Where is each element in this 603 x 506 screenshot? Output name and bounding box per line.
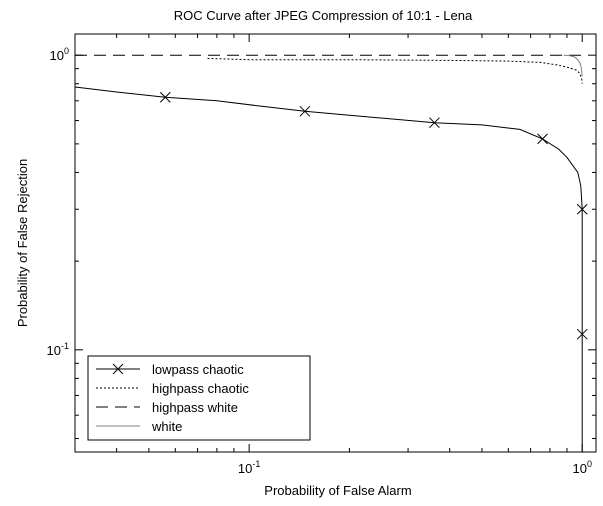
y-tick-label: 10-1 <box>47 341 69 358</box>
legend-entry-label: white <box>151 419 182 434</box>
legend-entry-label: lowpass chaotic <box>152 362 244 377</box>
data-point-marker <box>429 117 440 129</box>
series-layer <box>74 54 588 452</box>
data-point-marker <box>576 328 588 340</box>
y-axis-label: Probability of False Rejection <box>15 159 30 327</box>
data-point-marker <box>159 91 171 103</box>
data-point-marker <box>299 105 311 117</box>
legend-entry-label: highpass white <box>152 400 238 415</box>
data-point-marker <box>576 203 588 215</box>
x-tick-label: 100 <box>572 459 591 476</box>
y-tick-label: 100 <box>50 46 69 63</box>
series-line-lowpass-chaotic <box>74 86 583 452</box>
series-line-white <box>563 54 583 77</box>
x-axis-label: Probability of False Alarm <box>264 483 411 498</box>
legend-entry-label: highpass chaotic <box>152 381 249 396</box>
axis-ticks: 10-1 100 10-1 100 <box>47 34 596 476</box>
legend: lowpass chaotic highpass chaotic highpass … <box>87 355 311 441</box>
x-tick-label: 10-1 <box>238 459 260 476</box>
data-point-marker <box>537 133 548 145</box>
plot-area-frame <box>74 33 597 453</box>
series-line-highpass-chaotic <box>207 57 583 84</box>
legend-marker <box>112 363 124 375</box>
chart-title: ROC Curve after JPEG Compression of 10:1… <box>174 8 473 23</box>
